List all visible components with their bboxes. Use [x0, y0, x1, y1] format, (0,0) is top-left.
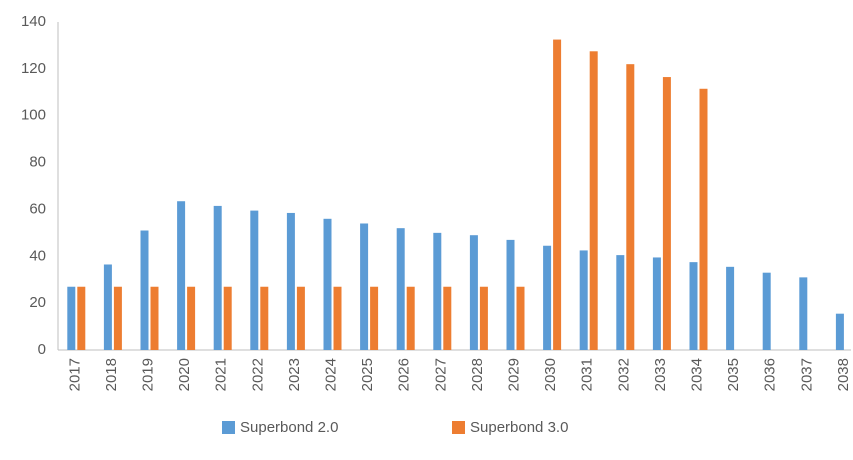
bar [296, 286, 305, 350]
y-tick-label: 20 [29, 294, 46, 311]
bar [150, 286, 159, 350]
bar [433, 232, 442, 350]
x-tick-label: 2035 [725, 358, 742, 391]
legend-label: Superbond 3.0 [470, 419, 568, 436]
y-tick-label: 100 [21, 107, 46, 124]
bar [662, 77, 671, 351]
y-tick-label: 120 [21, 60, 46, 77]
bar [443, 286, 452, 350]
bar [579, 250, 588, 350]
bar [223, 286, 232, 350]
bar [113, 286, 122, 350]
bar [140, 230, 149, 350]
bar [406, 286, 415, 350]
bar [213, 205, 222, 350]
x-tick-label: 2036 [762, 358, 779, 391]
bar [260, 286, 269, 350]
bar [553, 39, 562, 350]
x-tick-label: 2028 [469, 358, 486, 391]
x-tick-label: 2020 [176, 358, 193, 391]
x-tick-label: 2029 [505, 358, 522, 391]
x-tick-label: 2032 [615, 358, 632, 391]
x-tick-label: 2025 [359, 358, 376, 391]
bar [626, 64, 635, 351]
x-tick-label: 2017 [66, 358, 83, 391]
bar [396, 228, 405, 350]
bar [250, 210, 259, 350]
bar [469, 235, 478, 350]
bar [835, 313, 844, 350]
x-tick-label: 2030 [542, 358, 559, 391]
legend-label: Superbond 2.0 [240, 419, 338, 436]
bar [67, 286, 76, 350]
x-tick-label: 2022 [249, 358, 266, 391]
bar [360, 223, 369, 350]
x-tick-label: 2023 [286, 358, 303, 391]
bar [516, 286, 525, 350]
bar [616, 255, 625, 350]
bar [177, 201, 186, 350]
x-tick-label: 2026 [396, 358, 413, 391]
bar [543, 245, 552, 350]
y-tick-label: 80 [29, 154, 46, 171]
bar [323, 218, 332, 350]
x-tick-label: 2027 [432, 358, 449, 391]
bar [762, 272, 771, 350]
y-tick-label: 60 [29, 200, 46, 217]
bar [77, 286, 86, 350]
x-tick-label: 2018 [103, 358, 120, 391]
bar [370, 286, 379, 350]
bar [589, 51, 598, 351]
x-tick-label: 2038 [835, 358, 852, 391]
bar [799, 277, 808, 350]
x-tick-label: 2021 [213, 358, 230, 391]
bar [689, 262, 698, 350]
bar [506, 239, 515, 350]
bar [333, 286, 342, 350]
bar [652, 257, 661, 350]
y-tick-label: 0 [38, 341, 46, 358]
bar [726, 266, 735, 350]
bar [479, 286, 488, 350]
x-tick-label: 2034 [688, 358, 705, 391]
x-tick-label: 2024 [322, 358, 339, 391]
x-tick-label: 2033 [652, 358, 669, 391]
y-tick-label: 140 [21, 13, 46, 30]
bar [699, 88, 708, 351]
bar [286, 212, 295, 350]
bar [103, 264, 112, 350]
x-tick-label: 2019 [139, 358, 156, 391]
legend-swatch [222, 421, 235, 434]
bar [187, 286, 196, 350]
legend-swatch [452, 421, 465, 434]
x-tick-label: 2037 [798, 358, 815, 391]
x-tick-label: 2031 [579, 358, 596, 391]
y-tick-label: 40 [29, 247, 46, 264]
